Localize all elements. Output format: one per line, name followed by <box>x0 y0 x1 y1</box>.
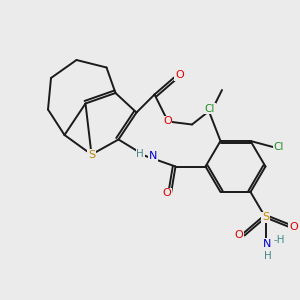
Text: N: N <box>149 151 158 161</box>
Text: O: O <box>163 116 172 127</box>
Text: O: O <box>175 70 184 80</box>
Text: H: H <box>136 148 144 159</box>
Text: O: O <box>235 230 244 241</box>
Text: Cl: Cl <box>273 142 284 152</box>
Text: S: S <box>88 149 95 160</box>
Text: H: H <box>264 250 272 261</box>
Text: Cl: Cl <box>205 103 215 114</box>
Text: O: O <box>289 221 298 232</box>
Text: O: O <box>162 188 171 199</box>
Text: -H: -H <box>273 235 285 245</box>
Text: N: N <box>263 238 271 249</box>
Text: S: S <box>262 212 269 223</box>
